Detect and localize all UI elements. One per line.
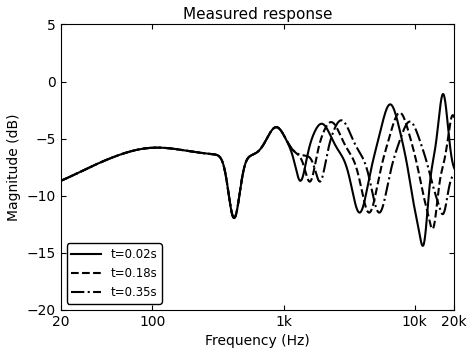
t=0.18s [429, 227, 435, 231]
t=0.02s [294, 170, 300, 174]
t=0.35s [58, 179, 64, 183]
t=0.18s [382, 153, 387, 157]
t=0.18s [129, 149, 135, 153]
t=0.02s [352, 198, 357, 202]
Line: t=0.02s: t=0.02s [61, 94, 454, 246]
t=0.02s [420, 244, 426, 248]
t=0.02s [382, 114, 387, 118]
t=0.18s [352, 160, 357, 164]
t=0.35s [129, 149, 135, 153]
t=0.35s [314, 174, 319, 178]
t=0.02s [208, 152, 214, 156]
t=0.18s [208, 152, 214, 156]
t=0.02s [314, 126, 319, 130]
t=0.18s [294, 151, 300, 155]
X-axis label: Frequency (Hz): Frequency (Hz) [205, 334, 310, 348]
t=0.35s [294, 151, 300, 155]
t=0.02s [440, 92, 446, 96]
t=0.18s [314, 155, 319, 159]
t=0.18s [58, 179, 64, 183]
t=0.02s [129, 149, 135, 153]
t=0.35s [231, 216, 237, 220]
t=0.35s [338, 118, 344, 122]
t=0.18s [397, 110, 402, 115]
Line: t=0.18s: t=0.18s [61, 113, 454, 229]
t=0.02s [58, 179, 64, 183]
Line: t=0.35s: t=0.35s [61, 120, 454, 218]
t=0.18s [451, 116, 457, 120]
t=0.35s [382, 198, 387, 202]
t=0.35s [451, 172, 457, 176]
t=0.35s [352, 141, 357, 145]
t=0.35s [208, 152, 214, 156]
t=0.02s [451, 166, 457, 170]
Legend: t=0.02s, t=0.18s, t=0.35s: t=0.02s, t=0.18s, t=0.35s [66, 244, 162, 304]
Y-axis label: Magnitude (dB): Magnitude (dB) [7, 113, 21, 221]
Title: Measured response: Measured response [182, 7, 332, 22]
